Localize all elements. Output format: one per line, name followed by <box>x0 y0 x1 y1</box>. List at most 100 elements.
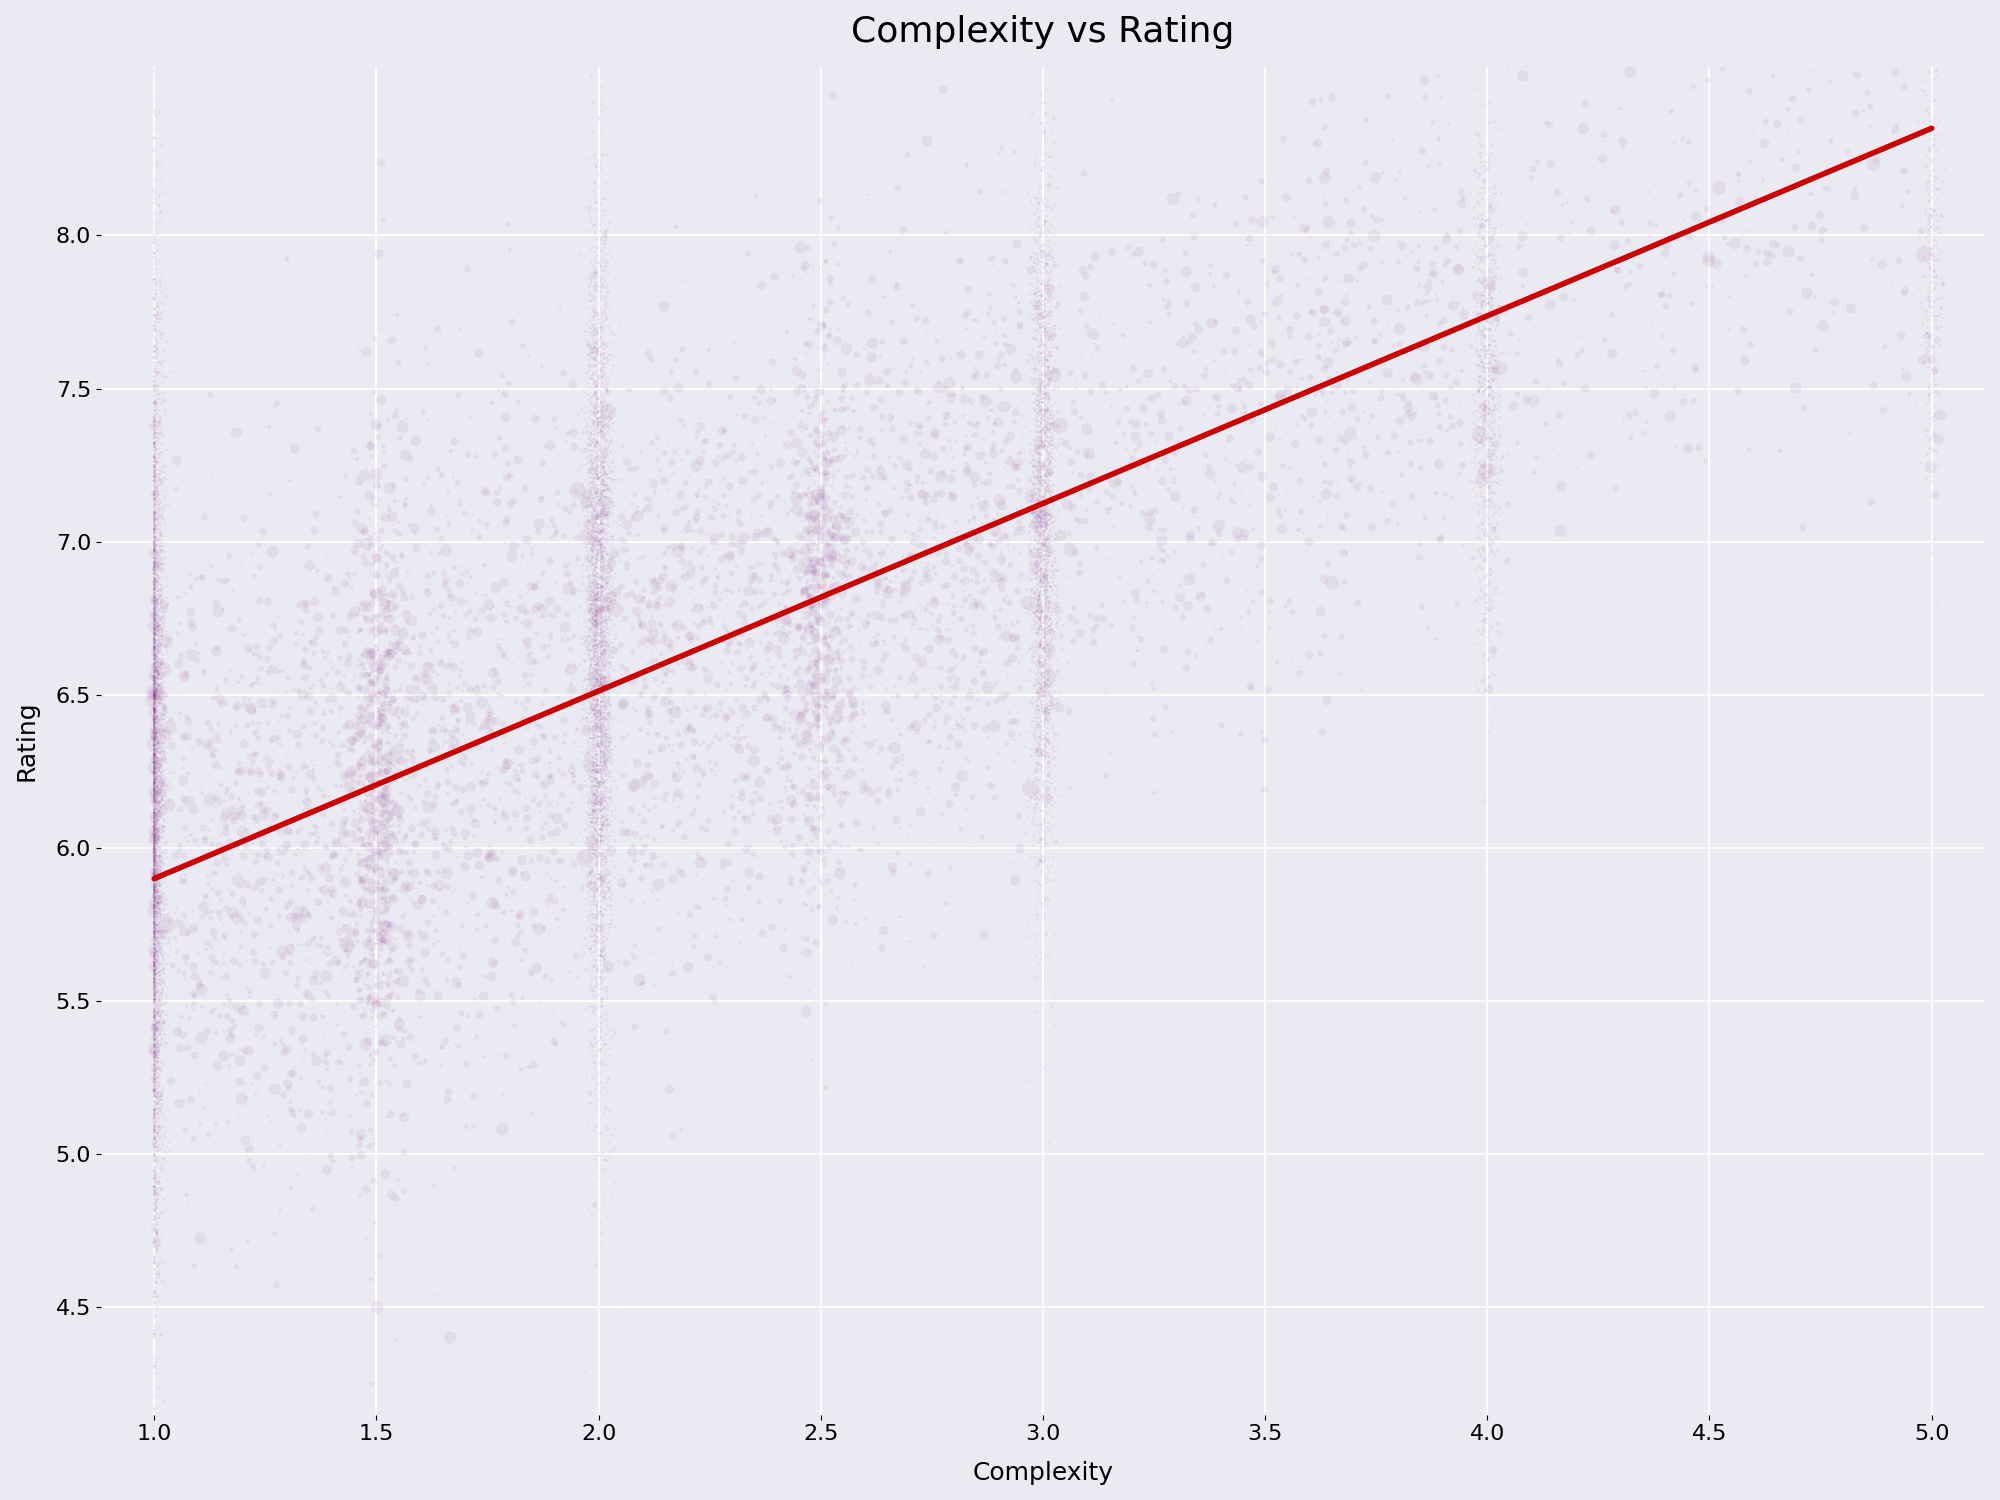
Point <box>1192 597 1224 621</box>
Point <box>584 837 616 861</box>
Point <box>1026 566 1058 590</box>
Point <box>1910 69 1942 93</box>
Point <box>868 506 900 530</box>
Point <box>948 568 980 592</box>
Point <box>140 720 172 744</box>
Point <box>586 868 618 892</box>
Point <box>1032 792 1064 816</box>
Point <box>1026 742 1058 766</box>
Point <box>920 423 952 447</box>
Point <box>804 435 836 459</box>
Point <box>138 771 170 795</box>
Point <box>142 552 174 576</box>
Point <box>1022 430 1054 454</box>
Point <box>142 555 174 579</box>
Point <box>1022 290 1054 314</box>
Point <box>138 1226 170 1250</box>
Point <box>152 1328 184 1352</box>
Point <box>1026 548 1058 572</box>
Point <box>780 626 812 650</box>
Point <box>144 750 176 774</box>
Point <box>138 892 170 916</box>
Point <box>994 324 1026 348</box>
Point <box>1712 232 1744 256</box>
Point <box>1022 328 1054 352</box>
Point <box>144 874 176 898</box>
Point <box>590 718 622 742</box>
Point <box>1032 503 1064 526</box>
Point <box>600 510 632 534</box>
Point <box>592 507 624 531</box>
Point <box>572 700 604 724</box>
Point <box>140 824 172 848</box>
Point <box>144 890 176 914</box>
Point <box>138 492 170 516</box>
Point <box>142 464 174 488</box>
Point <box>258 1222 290 1246</box>
Point <box>648 380 680 404</box>
Point <box>1106 492 1138 516</box>
Point <box>366 770 398 794</box>
Point <box>1020 552 1052 576</box>
Point <box>760 528 792 552</box>
Point <box>586 642 618 666</box>
Point <box>968 596 1000 619</box>
Point <box>138 710 170 734</box>
Point <box>1034 240 1066 264</box>
Point <box>142 752 174 776</box>
Point <box>1032 570 1064 594</box>
Point <box>1444 411 1476 435</box>
Point <box>138 839 170 862</box>
Point <box>586 880 618 904</box>
Point <box>1034 328 1066 352</box>
Point <box>140 282 172 306</box>
Point <box>138 1140 170 1164</box>
Point <box>1028 489 1060 513</box>
Point <box>226 554 258 578</box>
Point <box>582 420 614 444</box>
Point <box>138 936 170 960</box>
Point <box>586 567 618 591</box>
Point <box>138 1186 170 1210</box>
Point <box>368 915 400 939</box>
Point <box>578 657 610 681</box>
Point <box>376 632 408 656</box>
Point <box>592 344 624 368</box>
Point <box>230 976 262 1000</box>
Point <box>342 603 374 627</box>
Point <box>586 844 618 868</box>
Point <box>820 447 852 471</box>
Point <box>978 413 1010 436</box>
Point <box>876 540 908 564</box>
Point <box>1030 526 1062 550</box>
Point <box>1470 510 1502 534</box>
Point <box>144 615 176 639</box>
Point <box>1038 510 1070 534</box>
Point <box>860 626 892 650</box>
Point <box>1040 336 1072 360</box>
Point <box>138 1172 170 1196</box>
Point <box>590 390 622 414</box>
Point <box>138 852 170 876</box>
Point <box>138 844 170 868</box>
Point <box>140 574 172 598</box>
Point <box>1012 351 1044 375</box>
Point <box>138 507 170 531</box>
Point <box>578 592 610 616</box>
Point <box>146 675 178 699</box>
Point <box>590 427 622 451</box>
Point <box>138 859 170 883</box>
Point <box>1026 504 1058 528</box>
Point <box>1470 450 1502 474</box>
Point <box>374 1072 406 1096</box>
Point <box>640 722 672 746</box>
Point <box>804 404 836 427</box>
Point <box>140 948 172 972</box>
Point <box>138 742 170 766</box>
Point <box>350 532 382 556</box>
Point <box>138 774 170 798</box>
Point <box>142 1222 174 1246</box>
Point <box>1020 561 1052 585</box>
Point <box>570 656 602 680</box>
Point <box>1022 562 1054 586</box>
